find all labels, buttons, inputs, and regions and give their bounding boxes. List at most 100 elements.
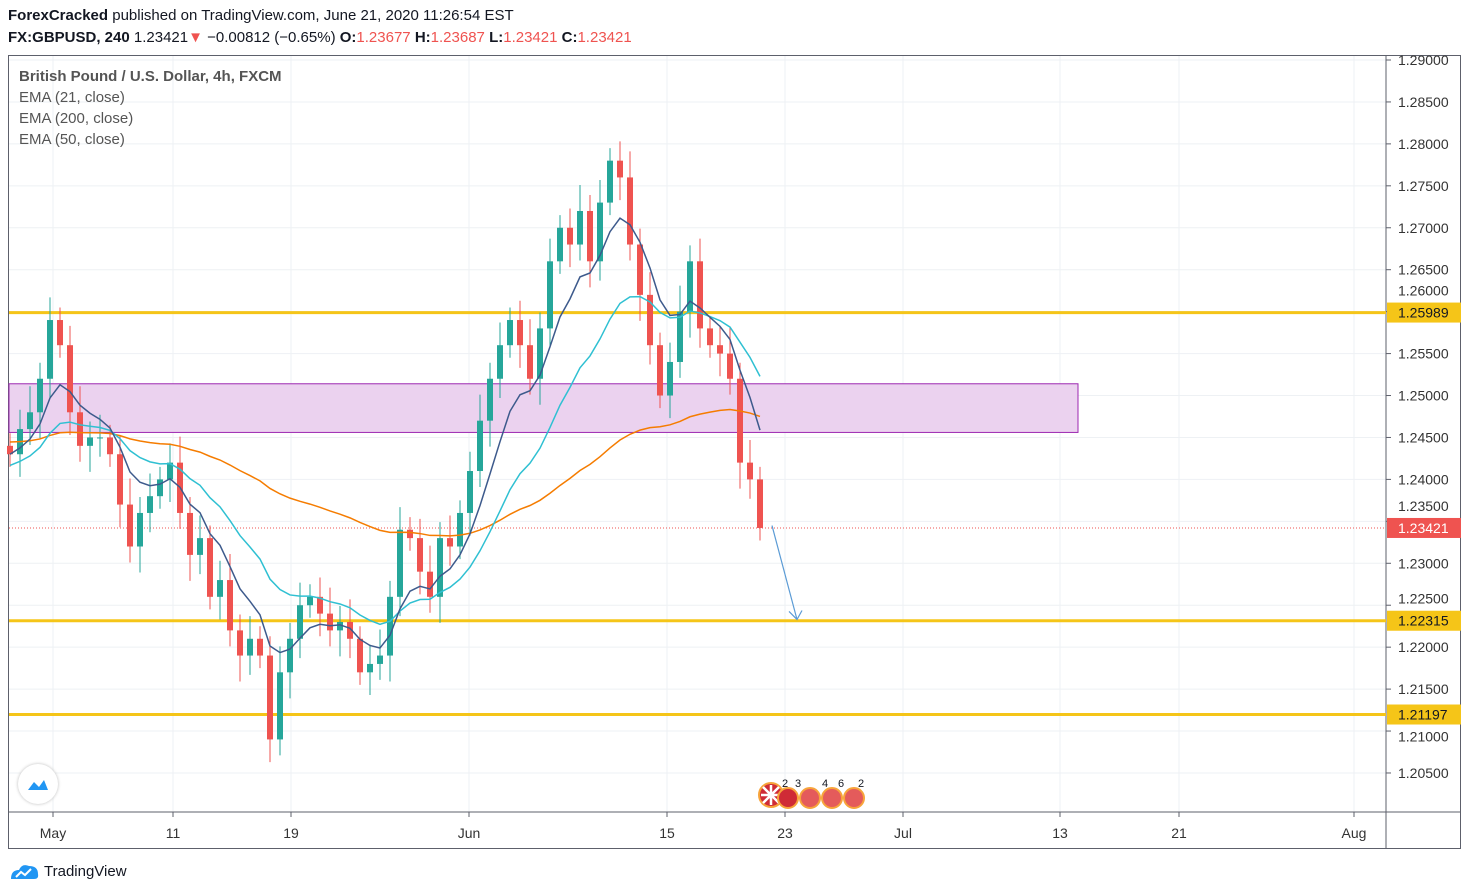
candle — [637, 244, 643, 295]
candle — [97, 437, 103, 439]
level-price-label: 1.22315 — [1398, 613, 1449, 629]
legend-ema21[interactable]: EMA (21, close) — [19, 89, 125, 106]
flag-icons[interactable] — [758, 778, 873, 810]
tradingview-logo-button[interactable] — [18, 764, 58, 804]
candle — [387, 596, 393, 656]
projection-arrow — [771, 525, 798, 620]
level-price-label: 1.25989 — [1398, 305, 1449, 321]
candle — [557, 227, 563, 262]
candle — [537, 328, 543, 379]
candle — [627, 177, 633, 245]
level-price-label-bg — [1387, 704, 1461, 725]
high-value: 1.23687 — [430, 29, 485, 46]
candle — [107, 437, 113, 455]
y-tick-label: 1.27000 — [1398, 220, 1449, 236]
candle — [647, 294, 653, 346]
candle — [477, 420, 483, 472]
chart-legend: British Pound / U.S. Dollar, 4h, FXCM EM… — [19, 66, 282, 150]
candle — [167, 462, 173, 480]
candle — [437, 538, 443, 597]
legend-ema200[interactable]: EMA (200, close) — [19, 110, 134, 127]
level-price-label-bg — [1387, 302, 1461, 323]
candle — [597, 202, 603, 262]
x-tick-label: Jul — [894, 825, 912, 841]
candle — [117, 454, 123, 505]
ema50-line — [9, 295, 761, 626]
candle — [257, 638, 263, 656]
publish-date: published on TradingView.com, June 21, 2… — [112, 7, 514, 24]
high-label: H: — [414, 29, 431, 46]
x-tick-label: 23 — [777, 825, 793, 841]
candle — [687, 261, 693, 312]
y-tick-label: 1.22500 — [1398, 591, 1449, 607]
y-tick-label: 1.25000 — [1398, 388, 1449, 404]
candle — [187, 512, 193, 555]
x-tick-label: 11 — [166, 825, 181, 841]
y-tick-label: 1.24500 — [1398, 429, 1449, 445]
candle — [417, 538, 423, 572]
ema21-line — [9, 217, 761, 654]
candle — [217, 580, 223, 597]
x-tick-label: 19 — [283, 825, 299, 841]
x-tick-label: Jun — [458, 825, 481, 841]
candle — [377, 655, 383, 664]
candle — [547, 261, 553, 329]
y-tick-label: 1.21000 — [1398, 729, 1449, 745]
candle — [277, 672, 283, 740]
y-tick-label: 1.28500 — [1398, 94, 1449, 110]
candle — [127, 504, 133, 547]
candle — [497, 345, 503, 379]
current-price-label-bg — [1387, 517, 1461, 538]
candle — [287, 638, 293, 673]
candle — [727, 353, 733, 379]
candle — [227, 580, 233, 631]
open-label: O: — [339, 29, 357, 46]
x-tick-label: 21 — [1171, 825, 1187, 841]
candle — [267, 655, 273, 740]
y-tick-label: 1.26500 — [1398, 262, 1449, 278]
footer-brand[interactable]: TradingView — [10, 862, 127, 880]
candle — [67, 345, 73, 413]
candle — [607, 160, 613, 203]
economic-events[interactable]: 2 3 4 6 2 — [758, 778, 873, 813]
brand-name: TradingView — [44, 862, 127, 880]
candle — [297, 605, 303, 639]
event-count: 4 — [822, 778, 829, 790]
y-tick-label: 1.21500 — [1398, 681, 1449, 697]
y-tick-label: 1.23000 — [1398, 555, 1449, 571]
candle — [737, 378, 743, 463]
candle — [337, 621, 343, 631]
candle — [697, 261, 703, 329]
candle — [567, 227, 573, 245]
close-value: 1.23421 — [577, 29, 632, 46]
candle — [237, 630, 243, 656]
candle — [147, 496, 153, 513]
last-price: 1.23421 — [133, 29, 189, 46]
author[interactable]: ForexCracked — [8, 7, 109, 24]
candle — [317, 596, 323, 614]
supply-zone — [8, 383, 1079, 433]
symbol-info: FX:GBPUSD, 240 1.23421▼ −0.00812 (−0.65%… — [8, 29, 632, 46]
candle — [347, 621, 353, 639]
candle — [717, 345, 723, 354]
level-price-label-bg — [1387, 610, 1461, 631]
low-value: 1.23421 — [503, 29, 558, 46]
candle — [137, 512, 143, 547]
candle — [397, 529, 403, 597]
arrow-head-icon — [788, 610, 803, 621]
candle — [517, 320, 523, 346]
candle — [367, 663, 373, 673]
candle — [657, 345, 663, 396]
candle — [407, 529, 413, 539]
candle — [57, 320, 63, 346]
open-value: 1.23677 — [356, 29, 411, 46]
y-tick-label: 1.25500 — [1398, 346, 1449, 362]
legend-ema50[interactable]: EMA (50, close) — [19, 131, 125, 148]
candle — [587, 210, 593, 262]
candle — [197, 538, 203, 555]
legend-title: British Pound / U.S. Dollar, 4h, FXCM — [19, 68, 282, 85]
current-price-label: 1.23421 — [1398, 520, 1449, 536]
candle — [77, 412, 83, 446]
event-count: 3 — [795, 778, 802, 790]
